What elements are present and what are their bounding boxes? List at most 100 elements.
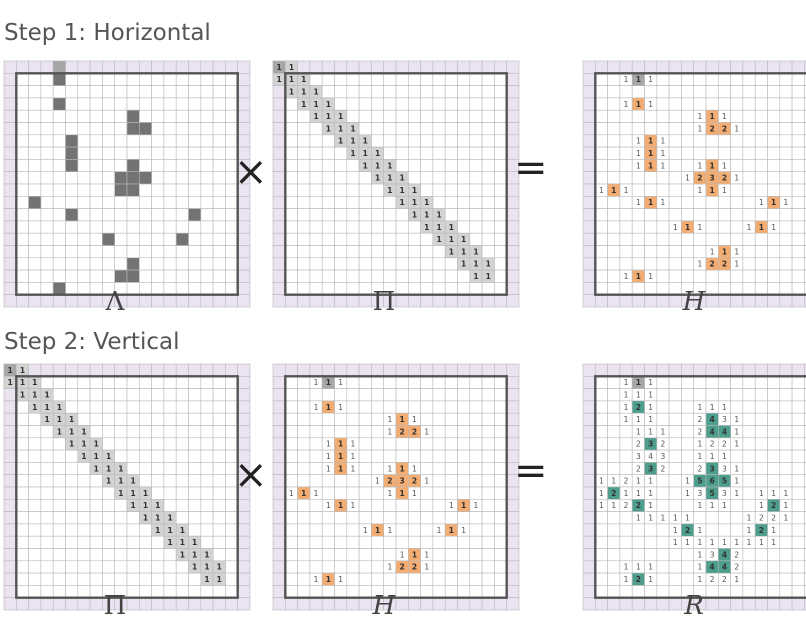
lambda-filled-cell: [65, 146, 79, 160]
pi-step2-cell-value: 1: [57, 415, 62, 424]
h-step2-cell-fill: [371, 523, 385, 537]
h-step2-cell-value: 1: [400, 415, 405, 424]
pi-step1-cell-value: 1: [436, 223, 441, 232]
pi-step1-border: [284, 72, 508, 296]
r-cell-value: 2: [636, 501, 641, 510]
h-step2-border: [284, 375, 508, 599]
h-step2-cell-value: 1: [424, 563, 429, 572]
pi-step1-cell-value: 1: [301, 100, 306, 109]
lambda-cells: [28, 60, 202, 295]
lambda-border: [15, 72, 239, 296]
h-step2-cell-value: 1: [351, 464, 356, 473]
h-step1-cell-value: 1: [734, 124, 739, 133]
h-step2-cell-value: 1: [424, 427, 429, 436]
r-cell-value: 1: [784, 489, 789, 498]
h-step1-cell-value: 1: [685, 223, 690, 232]
h-step1-cell-value: 1: [759, 223, 764, 232]
lambda-filled-cell: [102, 232, 116, 246]
pi-matrix-step2: 1 11 1 11 1 11 1 11 1 11 1 11 1 11 1 11 1 11 1 11 1 11 1 11 1 11 1…: [3, 363, 251, 611]
lambda-grid: [3, 60, 251, 308]
pi-step1-cell-value: 1: [313, 87, 318, 96]
r-cell-value: 1: [759, 538, 764, 547]
pi-step2-cell-value: 1: [81, 440, 86, 449]
pi-step2-cell-value: 1: [118, 489, 123, 498]
r-cell-value: 1: [648, 513, 653, 522]
pi-step2-cell-value: 1: [180, 526, 185, 535]
h-step1-cell-fill: [718, 257, 731, 271]
h-step1-cell-value: 2: [722, 260, 727, 269]
h-step2-cell-fill: [395, 486, 409, 500]
r-cell-value: 1: [661, 427, 666, 436]
h-matrix-step1: 1 1 11 1 11 1 11 2 2 11 1 11 1 11 1 1 1 1 11 2 3 2 11 1 1 1 1 11 1 1 1…: [582, 60, 806, 308]
h-step2-cell-value: 1: [474, 501, 479, 510]
pi-step2-cell-value: 1: [180, 550, 185, 559]
r-cell-value: 1: [685, 489, 690, 498]
h-step2-cell-fill: [321, 572, 335, 586]
r-cell-value: 2: [661, 440, 666, 449]
h-step2-cell-value: 1: [326, 464, 331, 473]
r-cell-fill: [644, 462, 658, 476]
h-step1-cell-value: 1: [771, 223, 776, 232]
pi-step1-cell-value: 1: [375, 149, 380, 158]
h-step2-cell-value: 1: [387, 526, 392, 535]
pi-step1-cell-value: 1: [486, 260, 491, 269]
h-step1-cell-value: 1: [648, 272, 653, 281]
r-cell-value: 1: [636, 513, 641, 522]
pi-step1-cell-value: 1: [449, 247, 454, 256]
r-cell-fill: [644, 437, 658, 451]
r-cell-value: 2: [624, 501, 629, 510]
h-step2-cell-value: 2: [412, 563, 417, 572]
h-step2-cell-value: 1: [387, 489, 392, 498]
h-step2-cell-value: 1: [338, 452, 343, 461]
pi-step2-border: [15, 375, 239, 599]
pi-step1-cell-value: 1: [486, 272, 491, 281]
r-cell-value: 1: [648, 390, 653, 399]
r-cell-value: 1: [697, 452, 702, 461]
h-step2-cell-value: 1: [326, 501, 331, 510]
lambda-filled-cell: [65, 208, 79, 222]
r-border: [594, 375, 806, 599]
r-cell-value: 1: [636, 378, 641, 387]
h-step1-cell-fill: [705, 183, 719, 197]
h-step2-cell-fill: [408, 474, 421, 488]
pi-step1-cell-value: 1: [350, 124, 355, 133]
pi-step1-cell-value: 1: [363, 149, 368, 158]
h-step2-cell-value: 1: [351, 440, 356, 449]
pi-step2-cell-value: 1: [44, 390, 49, 399]
h-step1-cell-value: 1: [722, 161, 727, 170]
r-cell-value: 1: [624, 489, 629, 498]
r-cell-value: 4: [710, 563, 715, 572]
h-step2-cell-value: 1: [424, 550, 429, 559]
r-cell-value: 1: [710, 501, 715, 510]
r-cell-value: 1: [648, 575, 653, 584]
pi-step2-cell-value: 1: [106, 452, 111, 461]
pi-label-step2: Π: [103, 591, 127, 621]
h-label-step2: H: [372, 591, 396, 621]
h-step2-cell-fill: [321, 400, 335, 414]
r-cell-value: 1: [624, 563, 629, 572]
h-step1-cell-value: 1: [636, 100, 641, 109]
r-cell-value: 1: [624, 415, 629, 424]
h-step1-cell-value: 1: [697, 161, 702, 170]
r-cell-value: 3: [648, 440, 653, 449]
h-step2-cell-value: 2: [400, 563, 405, 572]
lambda-filled-cell: [126, 257, 140, 271]
times-operator-step1: ×: [234, 149, 268, 195]
r-cell-value: 5: [722, 477, 727, 486]
r-cell-value: 1: [599, 501, 604, 510]
h-step1-cell-fill: [754, 220, 768, 234]
pi-step1-cell-value: 1: [326, 124, 331, 133]
r-cell-value: 1: [636, 489, 641, 498]
h-step2-cell-fill: [408, 560, 421, 574]
h-step2-cell-value: 1: [375, 526, 380, 535]
r-label: R: [684, 591, 704, 621]
h-step1-cell-value: 1: [697, 112, 702, 121]
h-step1-cell-fill: [718, 171, 731, 185]
h-step2-cell-fill: [297, 486, 311, 500]
r-cell-value: 1: [648, 415, 653, 424]
h-step2-cell-fill: [334, 499, 348, 512]
pi-step2-cell-value: 1: [204, 563, 209, 572]
lambda-filled-cell: [139, 171, 152, 185]
pi-step1-cell-value: 1: [338, 112, 343, 121]
r-cell-value: 1: [636, 477, 641, 486]
